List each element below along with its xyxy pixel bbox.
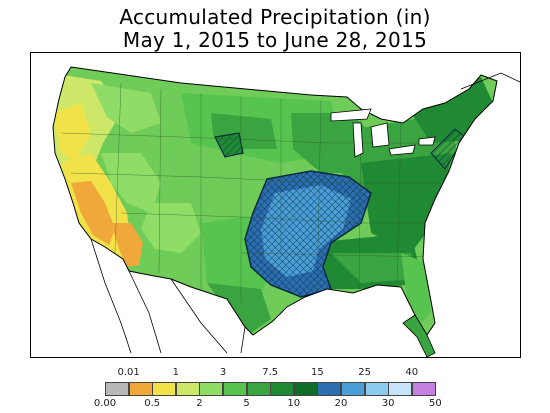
legend-swatch [223,382,248,396]
legend-swatch [270,382,295,396]
legend-top-label: 7.5 [262,367,279,378]
legend-swatch [152,382,177,396]
color-legend: 0.01 1 3 7.5 15 25 40 0.00 0.5 2 5 10 20 30 50 [0,360,550,413]
legend-swatch [364,382,389,396]
precipitation-map [30,52,521,358]
legend-top-label: 3 [219,367,227,378]
legend-bottom-label: 0.00 [93,398,117,409]
legend-bottom-label: 5 [243,398,250,409]
legend-swatch [128,382,153,396]
legend-bottom-label: 2 [196,398,203,409]
legend-swatch [175,382,200,396]
legend-bottom-label: 0.5 [144,398,161,409]
precipitation-map-graphic [52,66,520,357]
legend-swatch [341,382,366,396]
legend-swatch [199,382,224,396]
legend-swatch [105,382,130,396]
legend-swatch [411,382,436,396]
legend-bottom-label: 20 [334,398,348,409]
map-date-range: May 1, 2015 to June 28, 2015 [122,28,428,52]
legend-bottom-label: 30 [381,398,395,409]
legend-swatch [293,382,318,396]
legend-top-label: 0.01 [117,367,140,378]
legend-top-label: 15 [311,367,324,378]
legend-swatch [388,382,413,396]
legend-swatch [317,382,342,396]
legend-bottom-label: 50 [429,398,442,409]
map-title: Accumulated Precipitation (in) [119,5,431,29]
legend-bottom-label: 10 [287,398,301,409]
legend-top-label: 25 [358,367,371,378]
legend-swatch [246,382,271,396]
legend-top-label: 40 [405,367,419,378]
legend-top-label: 1 [172,367,179,378]
